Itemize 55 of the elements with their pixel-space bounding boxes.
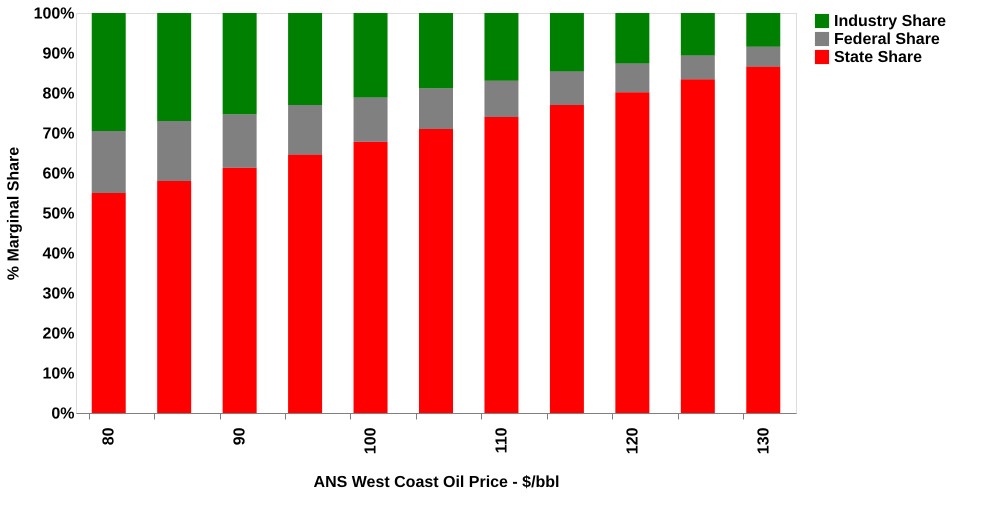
bar (550, 71, 584, 105)
legend-label: Industry Share (834, 13, 946, 30)
bar (92, 131, 126, 193)
bar (222, 13, 257, 114)
bar (157, 13, 192, 121)
bar (680, 79, 715, 413)
y-tick-label: 60% (42, 166, 74, 182)
x-tick-label: 100 (362, 427, 380, 454)
bar (354, 142, 388, 413)
bar (550, 13, 584, 72)
bar (746, 13, 780, 47)
y-tick-label: 80% (42, 86, 74, 102)
bar (157, 181, 192, 413)
y-tick-label: 30% (42, 286, 74, 302)
y-tick-label: 50% (42, 206, 74, 222)
y-tick-label: 10% (42, 366, 74, 382)
bar (484, 13, 518, 81)
bar (288, 13, 322, 105)
bar (550, 105, 584, 413)
bar (419, 13, 453, 88)
bar (615, 63, 650, 92)
x-axis-title: ANS West Coast Oil Price - $/bbl (314, 474, 560, 492)
x-tick-label: 120 (624, 427, 642, 454)
x-tick-label: 110 (493, 427, 510, 454)
y-tick-label: 20% (42, 326, 74, 342)
x-tick-label: 80 (100, 427, 118, 446)
y-tick-label: 70% (42, 126, 74, 142)
bar (354, 13, 388, 98)
y-axis-title: % Marginal Share (6, 146, 23, 280)
y-tick-label: 90% (42, 46, 74, 62)
bar (92, 193, 126, 413)
bar (92, 13, 126, 131)
bar (680, 55, 715, 80)
bar (419, 129, 453, 413)
bar (222, 168, 257, 413)
bar (484, 117, 518, 413)
x-tick-label: 90 (232, 427, 249, 446)
legend-label: Federal Share (834, 31, 940, 48)
y-tick-label: 40% (42, 246, 74, 262)
bar (484, 80, 518, 117)
bar (615, 13, 650, 64)
bar (288, 154, 322, 413)
bar (354, 97, 388, 142)
y-tick-label: 100% (34, 6, 74, 22)
bar (419, 88, 453, 129)
bar (746, 46, 780, 67)
bar (680, 13, 715, 56)
bar (288, 105, 322, 155)
y-tick-label: 0% (51, 406, 74, 422)
bar (157, 121, 192, 181)
bar (746, 66, 780, 413)
x-tick-label: 130 (755, 427, 772, 454)
legend-label: State Share (834, 49, 922, 66)
bar (615, 92, 650, 413)
bar (222, 114, 257, 168)
